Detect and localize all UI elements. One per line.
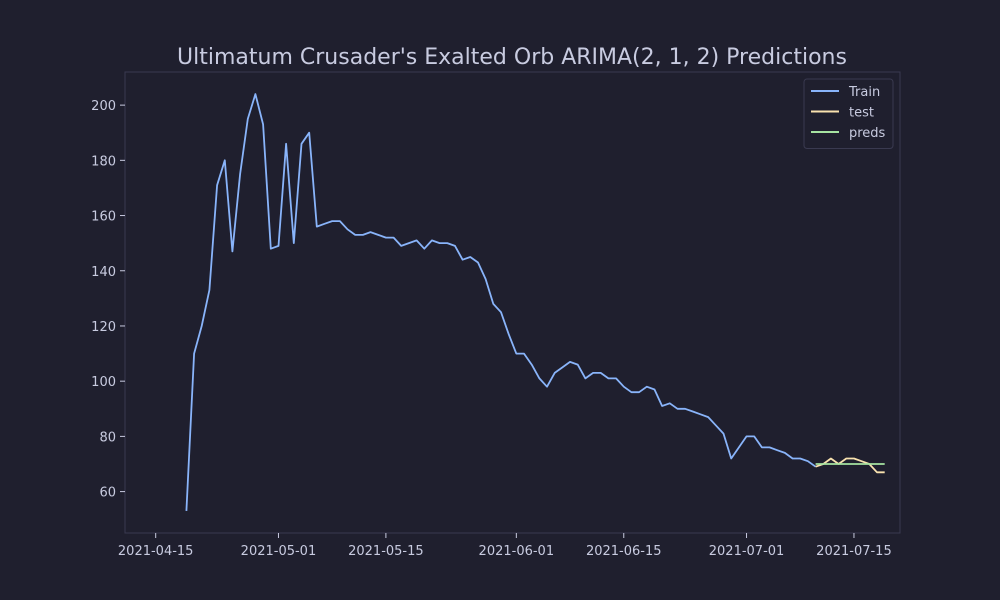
series-line-test: [815, 457, 885, 474]
legend-label-preds: preds: [849, 126, 886, 141]
x-tick-label: 2021-06-15: [586, 544, 662, 559]
y-tick-label: 60: [99, 486, 116, 501]
x-tick-label: 2021-07-01: [709, 544, 785, 559]
x-tick-label: 2021-06-01: [479, 544, 555, 559]
legend-label-test: test: [849, 106, 874, 121]
y-tick-label: 200: [91, 99, 116, 114]
y-tick-label: 180: [91, 154, 116, 169]
y-axis: 60 80 100 120 140 160 180 200: [91, 99, 125, 501]
y-tick-label: 120: [91, 320, 116, 335]
y-tick-label: 80: [99, 430, 116, 445]
x-tick-label: 2021-05-01: [241, 544, 317, 559]
y-tick-label: 100: [91, 375, 116, 390]
legend: Train test preds: [803, 78, 894, 149]
series-group: [185, 93, 885, 511]
x-tick-label: 2021-04-15: [118, 544, 194, 559]
series-line-train: [185, 93, 817, 511]
y-tick-label: 160: [91, 210, 116, 225]
plot-area-frame: [124, 71, 901, 534]
x-tick-label: 2021-05-15: [348, 544, 424, 559]
chart-title: Ultimatum Crusader's Exalted Orb ARIMA(2…: [177, 45, 847, 70]
x-tick-label: 2021-07-15: [816, 544, 892, 559]
x-axis: 2021-04-15 2021-05-01 2021-05-15 2021-06-01…: [118, 533, 892, 559]
y-tick-label: 140: [91, 265, 116, 280]
legend-label-train: Train: [848, 85, 880, 100]
